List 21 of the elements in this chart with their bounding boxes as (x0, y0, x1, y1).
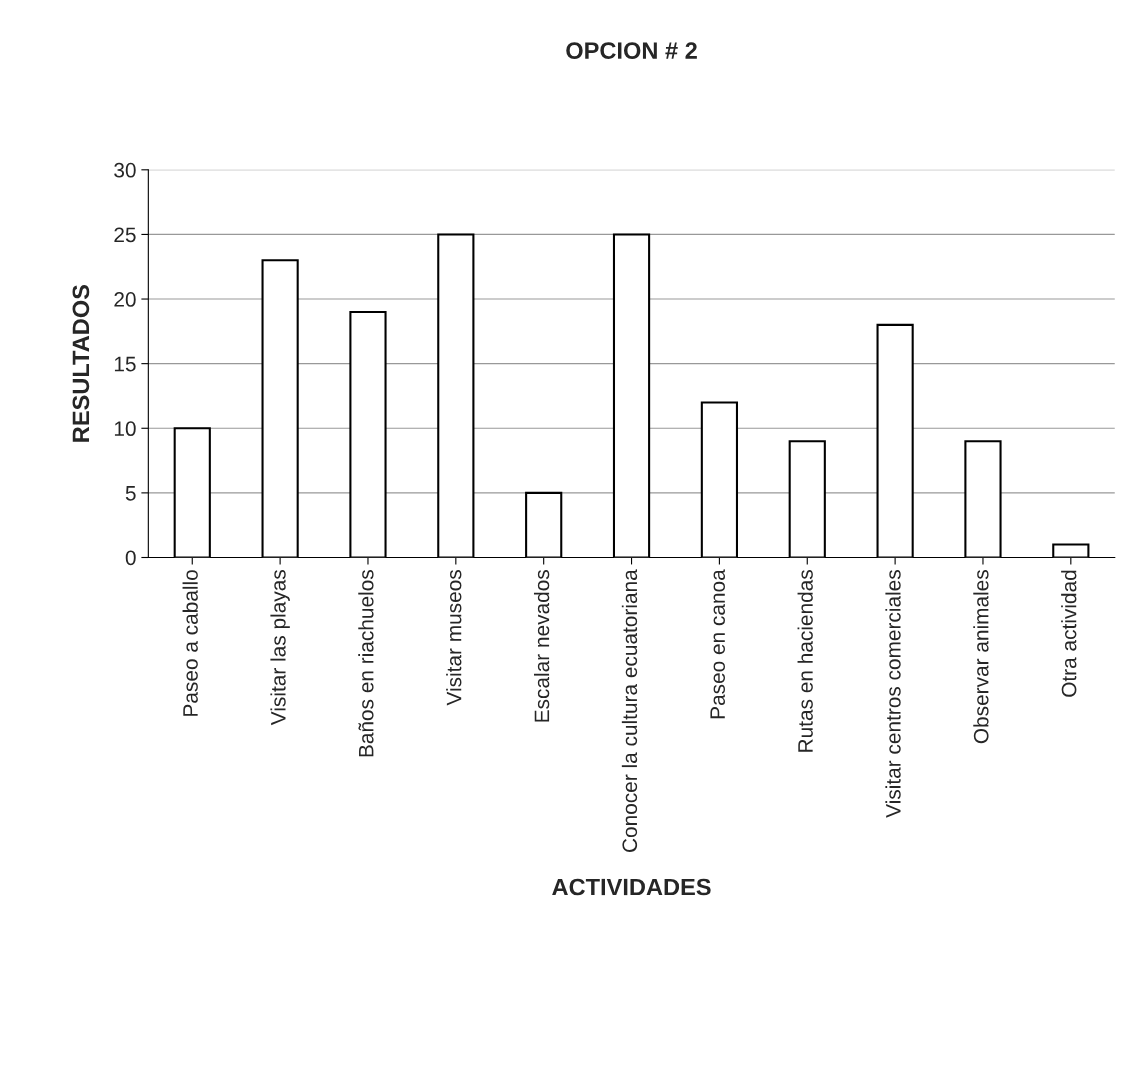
y-tick-label: 20 (114, 292, 136, 307)
y-tick-label: 5 (125, 486, 136, 501)
y-axis-title: RESULTADOS (72, 284, 90, 442)
y-tick-label: 10 (114, 421, 136, 437)
x-tick-label: Visitar las playas (270, 570, 290, 726)
x-tick-label: Escalar nevados (533, 570, 550, 722)
x-tick-label: Paseo a caballo (182, 570, 198, 716)
y-tick-label: 15 (114, 356, 136, 372)
x-tick-label: Observar animales (973, 570, 989, 744)
x-tick-label: Paseo en canoa (710, 569, 725, 719)
x-tick-label: Rutas en haciendas (797, 570, 813, 752)
x-tick-label: Otra actividad (1061, 570, 1077, 697)
x-tick-label: Baños en riachuelos (358, 570, 374, 757)
x-axis-title: ACTIVIDADES (552, 878, 711, 896)
x-tick-label: Conocer la cultura ecuatoriana (621, 569, 638, 852)
chart-title: OPCION # 2 (566, 42, 697, 59)
y-tick-label: 25 (114, 227, 136, 243)
x-tick-label: Visitar centros comerciales (885, 570, 901, 818)
y-tick-label: 0 (125, 550, 136, 566)
y-tick-label: 30 (114, 162, 136, 178)
x-tick-label: Visitar museos (446, 570, 462, 706)
